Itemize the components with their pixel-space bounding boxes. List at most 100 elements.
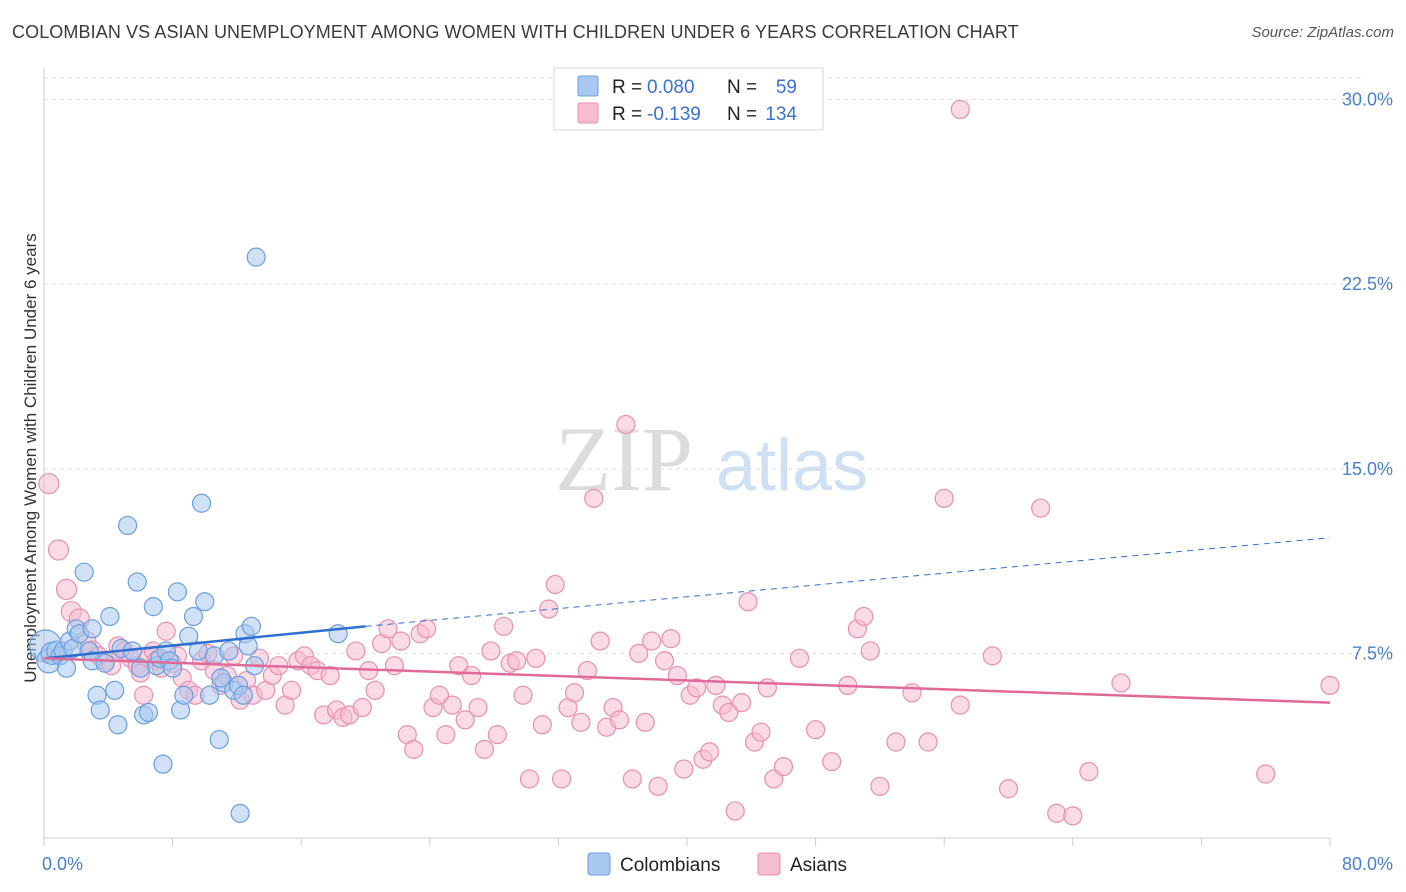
asian-point	[854, 606, 874, 627]
asian-point	[352, 697, 372, 718]
legend-n-label-colombians: N =	[727, 77, 757, 98]
asian-point	[391, 631, 411, 651]
asian-point	[629, 643, 649, 664]
asian-point	[642, 631, 662, 651]
series-legend-colombians: Colombians	[620, 855, 720, 876]
asian-point	[436, 725, 456, 745]
asian-point	[384, 656, 405, 676]
asian-point	[918, 732, 938, 752]
y-tick-label: 15.0%	[1342, 459, 1393, 479]
asian-point	[507, 651, 527, 671]
colombian-point	[167, 582, 188, 602]
asian-point	[667, 665, 687, 686]
asian-point	[481, 641, 501, 661]
legend-n-value-asians: 134	[765, 104, 797, 125]
asian-point	[545, 574, 565, 595]
legend-r-value-asians: -0.139	[647, 104, 701, 125]
colombian-point	[74, 562, 94, 582]
asian-point	[616, 414, 636, 435]
asian-point	[751, 722, 771, 742]
asian-point	[1111, 673, 1131, 693]
asian-point	[320, 665, 340, 686]
asian-point	[902, 683, 922, 703]
asian-point	[526, 648, 546, 668]
colombian-point	[230, 803, 250, 823]
asian-point	[461, 665, 482, 686]
asian-point	[590, 631, 610, 651]
asian-point	[609, 710, 630, 730]
asian-point	[661, 629, 681, 649]
asian-point	[519, 769, 540, 789]
y-tick-labels: 7.5% 15.0% 22.5% 30.0%	[1342, 90, 1393, 664]
asian-point	[773, 757, 794, 777]
asian-point	[571, 712, 591, 732]
asian-point	[870, 776, 890, 796]
colombian-point	[90, 700, 110, 720]
asian-point	[732, 693, 752, 713]
asian-point	[635, 712, 655, 732]
asian-point	[474, 739, 495, 759]
asian-point	[674, 759, 694, 779]
colombian-point	[246, 247, 266, 267]
asian-point	[1047, 803, 1067, 823]
asians-trendline	[43, 657, 1331, 704]
colombian-point	[95, 653, 115, 673]
colombian-point	[219, 641, 239, 661]
asian-point	[706, 675, 726, 696]
asian-point	[281, 680, 302, 700]
asian-point	[725, 801, 745, 821]
asian-point	[38, 472, 60, 495]
legend-r-value-colombians: 0.080	[647, 77, 695, 98]
y-tick-label: 22.5%	[1342, 274, 1393, 294]
asian-point	[805, 720, 826, 740]
colombian-point	[143, 597, 163, 617]
legend-n-label-asians: N =	[727, 104, 757, 125]
asian-point	[934, 488, 954, 508]
asian-point	[998, 779, 1019, 799]
asian-point	[429, 685, 450, 705]
legend-n-value-colombians: 59	[776, 77, 797, 98]
colombian-point	[153, 754, 173, 774]
gridlines	[44, 77, 1365, 654]
axes	[43, 68, 1331, 846]
y-tick-label: 30.0%	[1342, 90, 1393, 110]
x-tick-label-max: 80.0%	[1342, 854, 1393, 874]
asian-point	[55, 578, 78, 601]
legend-swatch-colombians	[577, 75, 599, 97]
asian-point	[860, 641, 880, 661]
chart-title: COLOMBIAN VS ASIAN UNEMPLOYMENT AMONG WO…	[12, 22, 1019, 42]
colombians-trendline	[43, 625, 366, 660]
x-tick-label-min: 0.0%	[42, 854, 83, 874]
colombian-point	[209, 729, 229, 750]
colombians-points	[29, 247, 348, 823]
colombian-point	[127, 572, 147, 592]
correlation-legend: R = 0.080 N = 59 R = -0.139 N = 134	[553, 67, 824, 131]
series-legend-asians: Asians	[790, 855, 847, 876]
asian-point	[494, 616, 514, 636]
legend-swatch-asians	[577, 102, 599, 124]
asian-point	[1320, 675, 1340, 696]
asian-point	[442, 695, 462, 715]
asian-point	[539, 599, 559, 619]
asian-point	[564, 683, 585, 703]
colombian-point	[233, 685, 253, 705]
colombian-point	[174, 685, 194, 705]
colombian-point	[138, 702, 159, 723]
asian-point	[468, 697, 488, 718]
colombian-point	[199, 685, 220, 705]
colombian-point	[191, 493, 212, 513]
colombian-point	[105, 680, 125, 700]
asian-point	[886, 732, 906, 752]
asian-point	[822, 752, 842, 772]
y-tick-label: 7.5%	[1352, 643, 1393, 663]
asian-point	[552, 769, 572, 789]
asian-point	[757, 678, 777, 698]
series-legend-swatch-colombians	[587, 852, 611, 876]
colombian-point	[82, 619, 102, 639]
asian-point	[47, 539, 70, 561]
x-tick-labels: 0.0% 80.0%	[42, 854, 1393, 874]
series-legend-swatch-asians	[757, 852, 781, 876]
colombian-point	[108, 715, 128, 735]
trendlines	[43, 537, 1331, 704]
